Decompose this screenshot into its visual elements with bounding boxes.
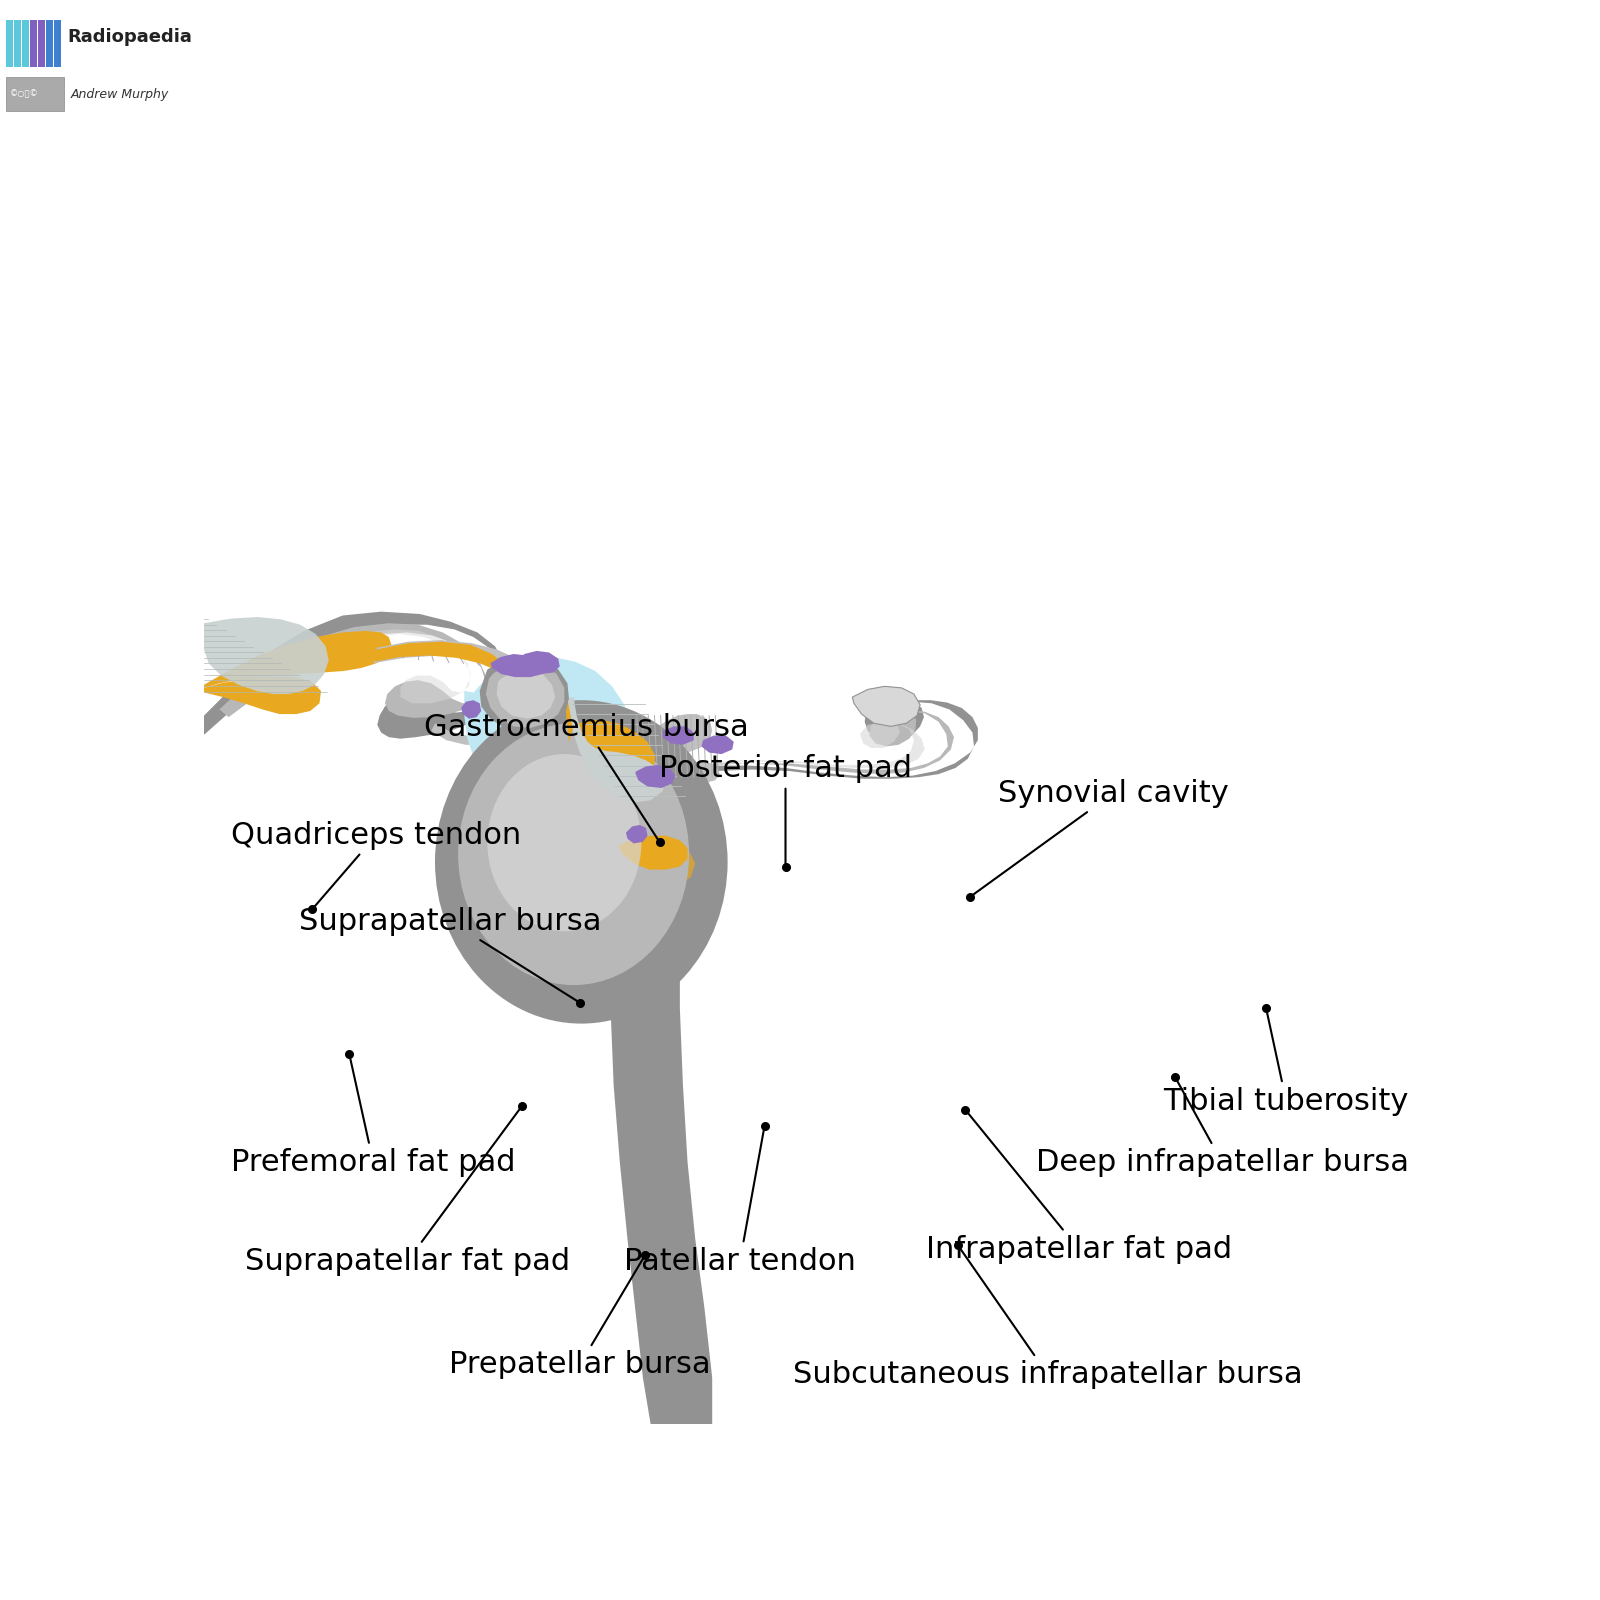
Polygon shape [205, 630, 392, 688]
Polygon shape [464, 658, 634, 824]
Text: Suprapatellar bursa: Suprapatellar bursa [299, 907, 602, 1002]
Bar [54, 21, 61, 67]
Polygon shape [371, 642, 509, 675]
Polygon shape [568, 698, 664, 803]
Ellipse shape [435, 701, 728, 1024]
Text: Synovial cavity: Synovial cavity [973, 779, 1229, 894]
Bar [6, 21, 13, 67]
Text: Suprapatellar fat pad: Suprapatellar fat pad [245, 1109, 570, 1275]
Polygon shape [496, 669, 555, 718]
Polygon shape [658, 709, 954, 776]
Text: Prepatellar bursa: Prepatellar bursa [450, 1258, 710, 1379]
Polygon shape [243, 629, 470, 706]
Bar [14, 21, 21, 67]
Bar [30, 21, 37, 67]
Polygon shape [613, 840, 696, 888]
Text: Deep infrapatellar bursa: Deep infrapatellar bursa [1035, 1078, 1410, 1178]
Polygon shape [219, 624, 486, 718]
Polygon shape [480, 658, 570, 731]
Text: Quadriceps tendon: Quadriceps tendon [230, 821, 522, 907]
Polygon shape [373, 640, 539, 746]
Polygon shape [518, 651, 560, 674]
Polygon shape [853, 686, 920, 726]
Text: Posterior fat pad: Posterior fat pad [659, 754, 912, 864]
Text: Prefemoral fat pad: Prefemoral fat pad [230, 1058, 515, 1178]
Text: Patellar tendon: Patellar tendon [624, 1128, 856, 1275]
Polygon shape [670, 722, 925, 770]
Polygon shape [626, 826, 648, 843]
Polygon shape [205, 611, 506, 739]
Text: Infrapatellar fat pad: Infrapatellar fat pad [926, 1112, 1232, 1264]
Bar [46, 21, 53, 67]
Polygon shape [486, 662, 565, 728]
Text: ©○⃝©: ©○⃝© [10, 90, 38, 99]
Text: Gastrocnemius bursa: Gastrocnemius bursa [424, 714, 749, 840]
Polygon shape [618, 835, 688, 870]
Polygon shape [205, 618, 328, 694]
Polygon shape [635, 765, 675, 787]
Polygon shape [205, 677, 322, 714]
Polygon shape [701, 736, 734, 754]
Text: Radiopaedia: Radiopaedia [67, 27, 192, 46]
Text: Tibial tuberosity: Tibial tuberosity [1163, 1010, 1410, 1115]
Text: Andrew Murphy: Andrew Murphy [70, 88, 168, 101]
Polygon shape [632, 714, 720, 800]
Text: Subcutaneous infrapatellar bursa: Subcutaneous infrapatellar bursa [794, 1248, 1302, 1389]
Polygon shape [662, 726, 694, 746]
Bar [6, 77, 64, 110]
Polygon shape [461, 701, 482, 718]
Polygon shape [566, 699, 656, 784]
Ellipse shape [488, 754, 642, 931]
Ellipse shape [458, 723, 690, 986]
Bar [22, 21, 29, 67]
Bar [38, 21, 45, 67]
Polygon shape [491, 654, 546, 677]
Polygon shape [611, 701, 978, 1424]
